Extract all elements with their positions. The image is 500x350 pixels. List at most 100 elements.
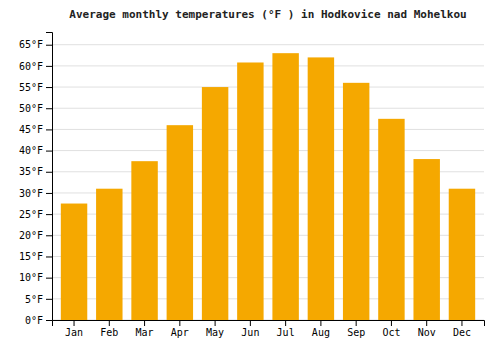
x-tick-label: May [206, 327, 224, 338]
y-tick-label: 0°F [25, 315, 43, 326]
x-tick: May [206, 320, 224, 338]
y-tick: 50°F [19, 103, 52, 114]
y-tick-mark [46, 193, 52, 194]
bar [202, 87, 228, 320]
x-tick-mark [461, 320, 462, 326]
x-axis-line [53, 321, 485, 327]
bar [96, 189, 122, 320]
y-tick-label: 20°F [19, 230, 43, 241]
y-tick: 45°F [19, 124, 52, 135]
y-tick-label: 30°F [19, 188, 43, 199]
y-tick-label: 10°F [19, 272, 43, 283]
x-tick-label: Apr [171, 327, 189, 338]
y-tick: 15°F [19, 251, 52, 262]
x-tick-mark [179, 320, 180, 326]
x-tick: Oct [382, 320, 400, 338]
x-tick-mark [426, 320, 427, 326]
x-tick-label: Mar [136, 327, 154, 338]
bar [237, 62, 263, 320]
bar [167, 125, 193, 320]
x-tick: Feb [100, 320, 118, 338]
x-tick-mark [74, 320, 75, 326]
grid-line [52, 108, 484, 109]
y-tick-label: 50°F [19, 103, 43, 114]
x-tick-label: Jun [241, 327, 259, 338]
x-tick: Sep [347, 320, 365, 338]
x-tick: Jan [65, 320, 83, 338]
bar [378, 119, 404, 320]
grid-line [52, 65, 484, 66]
x-tick: Aug [312, 320, 330, 338]
x-tick-label: Jul [277, 327, 295, 338]
grid-line [52, 129, 484, 130]
y-axis-line [46, 33, 53, 321]
x-tick-mark [215, 320, 216, 326]
chart: 0°F 5°F 10°F 15°F 20°F 25°F 30°F 35°F 40°F 45°F 50… [0, 0, 500, 350]
x-tick: Jul [277, 320, 295, 338]
grid-line [52, 44, 484, 45]
y-tick-mark [46, 129, 52, 130]
y-tick: 10°F [19, 272, 52, 283]
y-tick-mark [46, 45, 52, 46]
y-tick: 35°F [19, 166, 52, 177]
bar [272, 53, 298, 320]
y-tick: 5°F [25, 294, 52, 305]
x-tick-label: Jan [65, 327, 83, 338]
x-tick-mark [320, 320, 321, 326]
x-tick-label: Sep [347, 327, 365, 338]
x-tick-mark [285, 320, 286, 326]
bar [308, 57, 334, 320]
x-tick-mark [391, 320, 392, 326]
x-tick-label: Oct [382, 327, 400, 338]
y-tick: 20°F [19, 230, 52, 241]
x-tick-label: Aug [312, 327, 330, 338]
bar [61, 204, 87, 320]
y-tick-mark [46, 235, 52, 236]
bar [131, 161, 157, 320]
y-tick-label: 55°F [19, 82, 43, 93]
y-tick-label: 35°F [19, 166, 43, 177]
y-tick: 25°F [19, 209, 52, 220]
grid-line [52, 87, 484, 88]
x-tick-mark [250, 320, 251, 326]
bars [61, 53, 475, 320]
y-tick: 65°F [19, 39, 52, 50]
x-tick-label: Nov [418, 327, 436, 338]
y-tick-label: 40°F [19, 145, 43, 156]
y-tick-mark [46, 172, 52, 173]
x-tick: Jun [241, 320, 259, 338]
bar [413, 159, 439, 320]
x-tick: Dec [453, 320, 471, 338]
x-tick-label: Dec [453, 327, 471, 338]
y-tick-mark [46, 214, 52, 215]
x-tick-mark [109, 320, 110, 326]
y-axis: 0°F 5°F 10°F 15°F 20°F 25°F 30°F 35°F 40°F 45°F 50… [19, 33, 53, 326]
y-tick-label: 60°F [19, 61, 43, 72]
y-tick-mark [46, 151, 52, 152]
y-tick-mark [46, 256, 52, 257]
y-tick-mark [46, 87, 52, 88]
y-tick-mark [46, 66, 52, 67]
y-tick: 55°F [19, 82, 52, 93]
y-tick: 40°F [19, 145, 52, 156]
y-tick-mark [46, 278, 52, 279]
x-tick-label: Feb [100, 327, 118, 338]
y-tick: 30°F [19, 188, 52, 199]
bar [449, 189, 475, 320]
y-tick: 60°F [19, 61, 52, 72]
x-tick: Nov [418, 320, 436, 338]
x-tick-mark [356, 320, 357, 326]
y-tick-label: 65°F [19, 39, 43, 50]
y-tick-label: 15°F [19, 251, 43, 262]
bar [343, 83, 369, 320]
y-tick: 0°F [25, 315, 52, 326]
y-tick-label: 45°F [19, 124, 43, 135]
title: Average monthly temperatures (°F ) in Ho… [69, 8, 466, 21]
x-axis: Jan Feb Mar Apr May Jun Jul Aug Sep Oct Nov Dec [53, 320, 485, 338]
plot: 0°F 5°F 10°F 15°F 20°F 25°F 30°F 35°F 40°F 45°F 50… [19, 33, 485, 339]
y-tick-label: 25°F [19, 209, 43, 220]
y-tick-label: 5°F [25, 294, 43, 305]
grid [52, 45, 484, 320]
y-tick-mark [46, 299, 52, 300]
y-tick-mark [46, 320, 52, 321]
